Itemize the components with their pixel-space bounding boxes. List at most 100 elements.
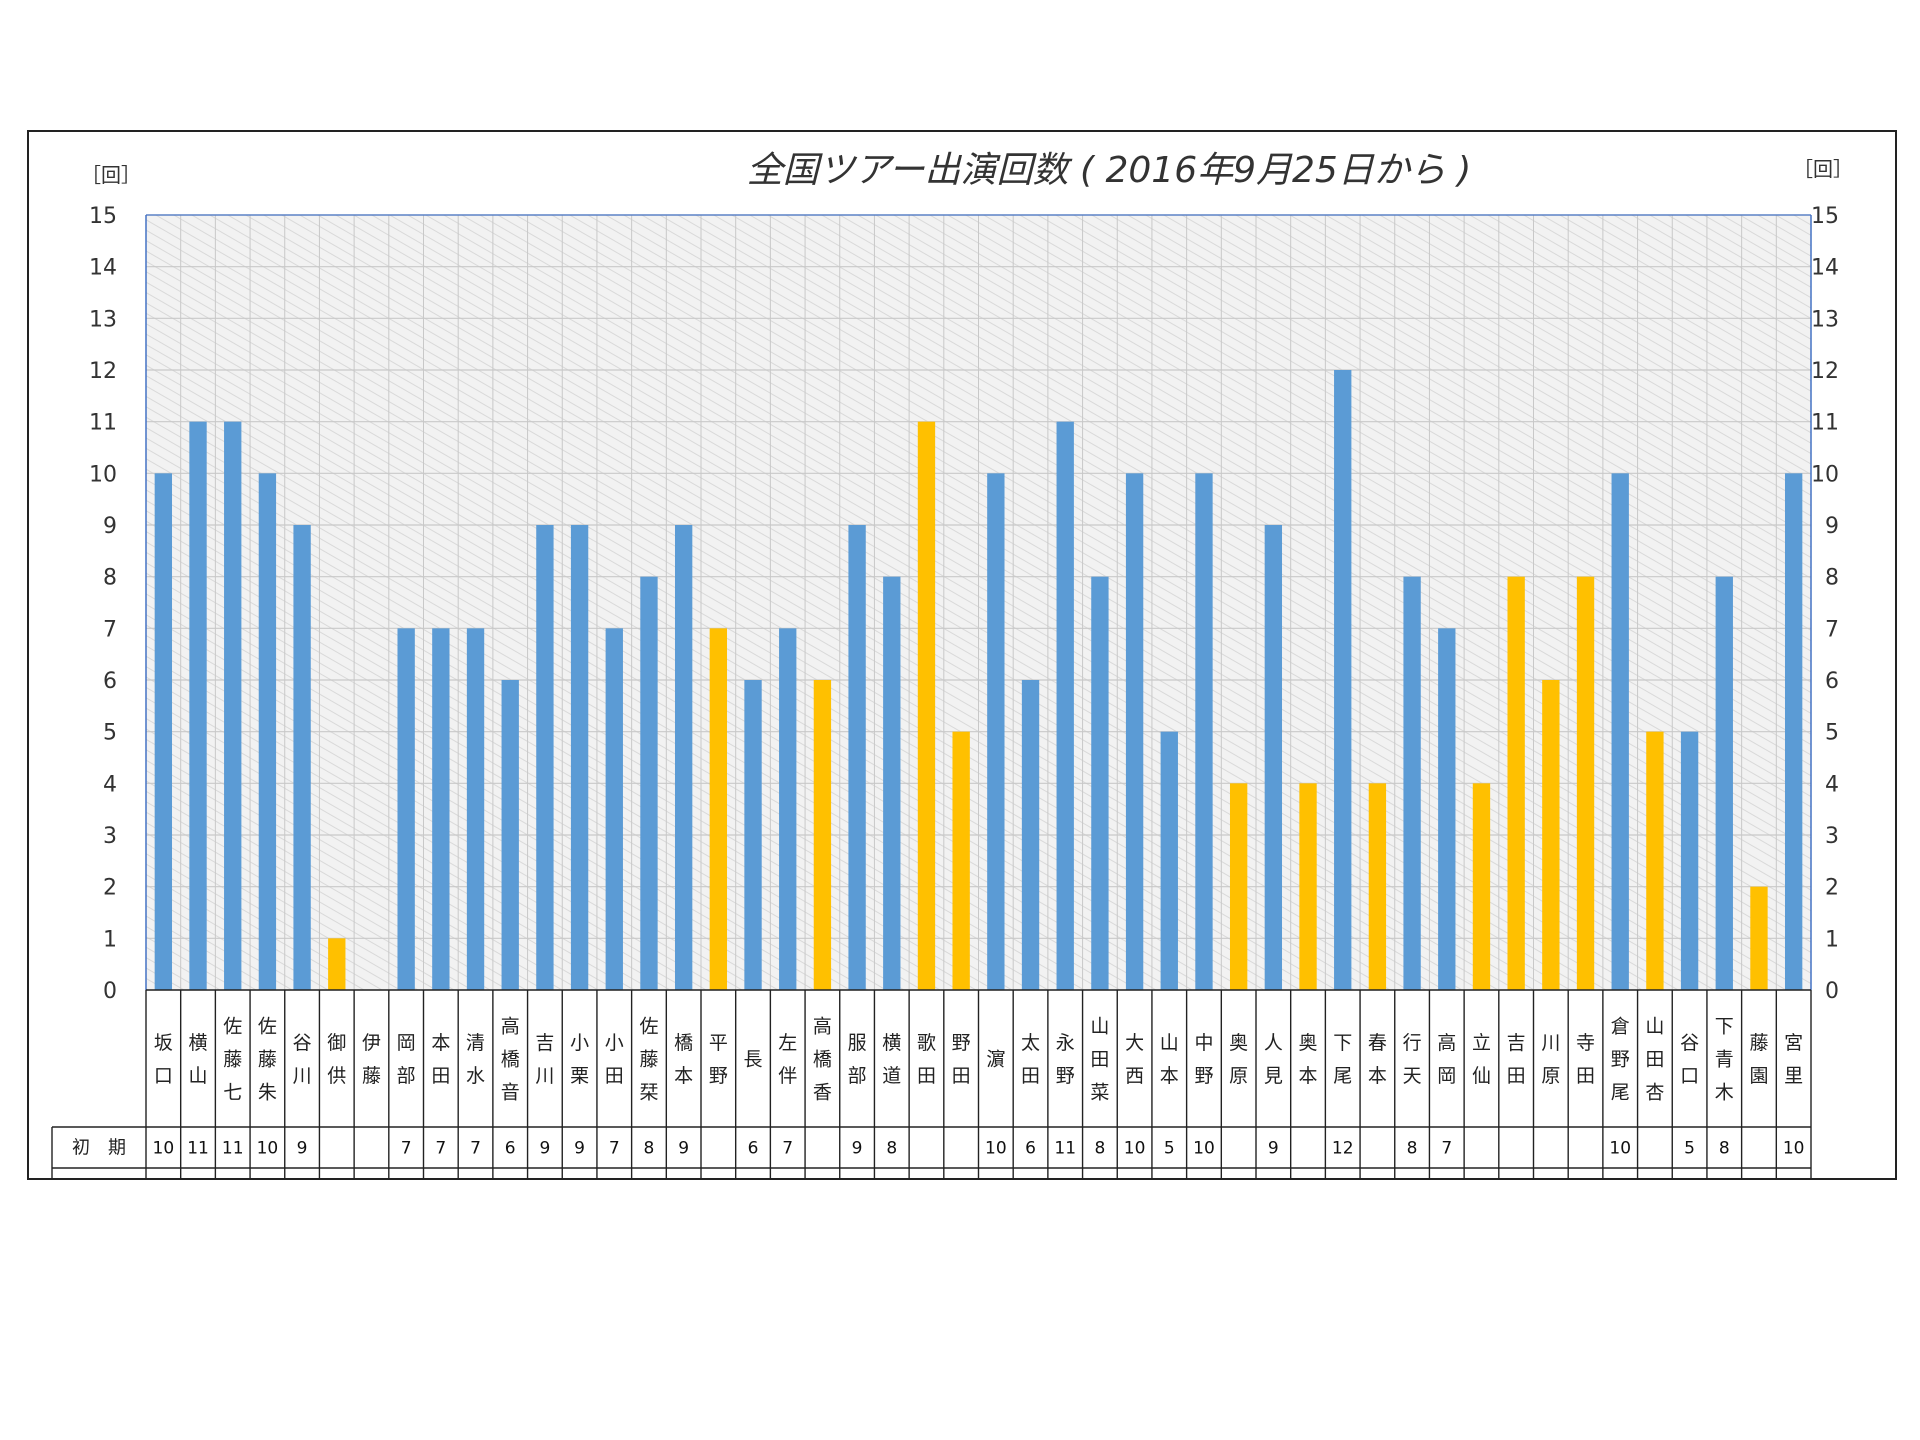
- category-label: 本田: [431, 1032, 450, 1087]
- y-tick-label-left: 7: [103, 617, 117, 642]
- y-tick-label-right: 6: [1825, 669, 1839, 694]
- category-label: 清水: [466, 1032, 485, 1087]
- category-label: 歌田: [917, 1032, 936, 1087]
- y-tick-label-left: 3: [103, 824, 117, 849]
- category-char: 藤: [362, 1065, 381, 1087]
- category-char: 佐: [639, 1016, 658, 1038]
- data-table-value: 11: [187, 1139, 209, 1159]
- category-label: 人見: [1264, 1032, 1283, 1087]
- data-table-value: 8: [644, 1139, 655, 1159]
- category-label: 野田: [952, 1032, 971, 1087]
- category-char: 橋: [501, 1049, 520, 1071]
- bar-shoki: [605, 628, 623, 990]
- data-table-value: 10: [1609, 1139, 1631, 1159]
- bar-shoki: [1611, 473, 1629, 990]
- category-label: 伊藤: [362, 1032, 381, 1087]
- category-char: 杏: [1645, 1082, 1664, 1104]
- y-axis-left-unit: ［回］: [81, 163, 141, 187]
- category-char: 田: [952, 1065, 971, 1087]
- bar-shoki: [1403, 576, 1421, 990]
- category-char: 朱: [258, 1082, 277, 1104]
- category-char: 小: [605, 1032, 624, 1054]
- bar-shoki: [848, 525, 866, 990]
- category-char: 七: [223, 1082, 242, 1104]
- category-char: 高: [501, 1016, 520, 1038]
- category-char: 栞: [639, 1082, 658, 1104]
- category-char: 佐: [223, 1016, 242, 1038]
- data-table-value: 7: [609, 1139, 620, 1159]
- y-tick-label-right: 3: [1825, 824, 1839, 849]
- bar-shoki: [1091, 576, 1109, 990]
- category-char: 尾: [1611, 1082, 1630, 1104]
- category-char: 佐: [258, 1016, 277, 1038]
- category-char: 野: [1611, 1049, 1630, 1071]
- bar-shoki: [674, 525, 693, 990]
- category-label: 吉田: [1507, 1032, 1526, 1087]
- category-char: 寺: [1576, 1032, 1595, 1054]
- y-tick-label-right: 15: [1811, 204, 1839, 229]
- bar-shoki: [1680, 731, 1699, 990]
- bar-nidaime: [1542, 680, 1560, 990]
- category-label: 谷口: [1680, 1032, 1699, 1087]
- y-tick-label-left: 4: [103, 772, 117, 797]
- bar-shoki: [397, 628, 415, 990]
- category-char: 野: [1194, 1065, 1213, 1087]
- category-char: 行: [1403, 1032, 1422, 1054]
- category-char: 本: [431, 1032, 450, 1054]
- category-label: 佐藤栞: [639, 1016, 658, 1104]
- category-label: 吉川: [535, 1032, 554, 1087]
- bar-nidaime: [1750, 886, 1768, 990]
- category-char: 野: [709, 1065, 728, 1087]
- category-char: 平: [709, 1032, 728, 1054]
- bar-nidaime: [1576, 576, 1595, 990]
- data-table-value: 8: [1407, 1139, 1418, 1159]
- data-table-value: 7: [782, 1139, 793, 1159]
- category-char: 香: [813, 1082, 832, 1104]
- category-char: 田: [1021, 1065, 1040, 1087]
- category-label: 宮里: [1784, 1032, 1803, 1087]
- category-char: 本: [1368, 1065, 1387, 1087]
- category-char: 田: [431, 1065, 450, 1087]
- category-label: 太田: [1021, 1032, 1040, 1087]
- category-char: 吉: [1507, 1032, 1526, 1054]
- category-label: 岡部: [397, 1032, 416, 1087]
- bar-nidaime: [1368, 783, 1387, 990]
- category-char: 高: [813, 1016, 832, 1038]
- category-label: 小栗: [570, 1032, 589, 1087]
- y-tick-label-left: 8: [103, 566, 117, 591]
- category-char: 道: [882, 1065, 901, 1087]
- category-char: 原: [1229, 1065, 1248, 1087]
- category-char: 太: [1021, 1032, 1040, 1054]
- category-label: 坂口: [154, 1032, 173, 1087]
- bar-nidaime: [952, 731, 970, 990]
- series-row-header: 初 期: [72, 1138, 126, 1159]
- category-label: 大西: [1125, 1032, 1144, 1087]
- category-char: 谷: [1680, 1032, 1699, 1054]
- category-char: 園: [1749, 1065, 1768, 1087]
- bar-nidaime: [1507, 576, 1525, 990]
- category-char: 水: [466, 1065, 485, 1087]
- data-table-value: 7: [1441, 1139, 1452, 1159]
- bar-shoki: [779, 628, 797, 990]
- data-table-value: 11: [1054, 1139, 1076, 1159]
- category-char: 音: [501, 1082, 520, 1104]
- category-char: 大: [1125, 1032, 1144, 1054]
- category-label: 倉野尾: [1611, 1016, 1630, 1104]
- category-label: 山本: [1160, 1032, 1179, 1087]
- category-char: 濵: [986, 1049, 1005, 1071]
- category-label: 奥原: [1229, 1032, 1248, 1087]
- category-char: 田: [1576, 1065, 1595, 1087]
- bar-shoki: [536, 525, 554, 990]
- data-table-value: 8: [1719, 1139, 1730, 1159]
- category-char: 野: [952, 1032, 971, 1054]
- category-char: 奥: [1299, 1032, 1318, 1054]
- bar-shoki: [466, 628, 485, 990]
- data-table-value: 9: [852, 1139, 863, 1159]
- category-label: 左伴: [778, 1032, 797, 1087]
- category-char: 伴: [778, 1065, 797, 1087]
- category-char: 本: [1160, 1065, 1179, 1087]
- y-tick-label-right: 8: [1825, 566, 1839, 591]
- y-tick-label-left: 9: [103, 514, 117, 539]
- category-label: 下尾: [1333, 1032, 1352, 1087]
